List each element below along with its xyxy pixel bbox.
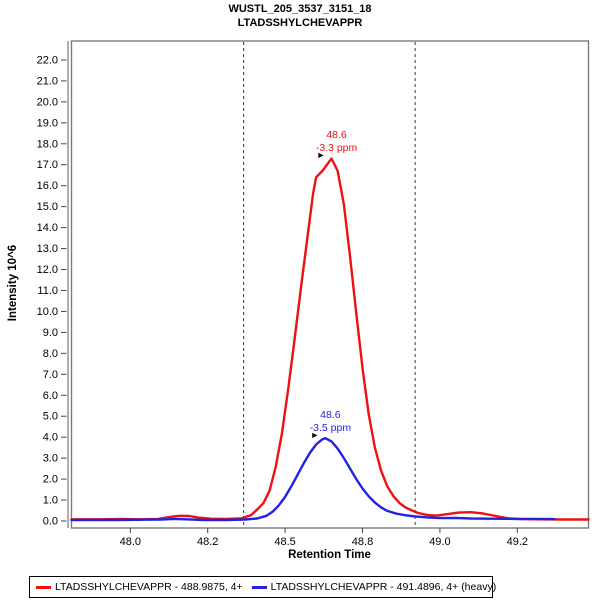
chart-title: WUSTL_205_3537_3151_18 <box>228 3 372 15</box>
y-tick-label: 20.0 <box>37 96 58 108</box>
legend-item-heavy: LTADSSHYLCHEVAPPR - 491.4896, 4+ (heavy) <box>251 581 497 593</box>
y-tick-label: 18.0 <box>37 138 58 150</box>
y-tick-label: 9.0 <box>43 327 58 339</box>
y-tick-label: 16.0 <box>37 180 58 192</box>
peak-arrow-icon: ► <box>316 150 326 161</box>
x-tick-label: 49.0 <box>429 536 450 548</box>
y-tick-label: 2.0 <box>43 474 58 486</box>
y-tick-label: 21.0 <box>37 75 58 87</box>
y-tick-label: 4.0 <box>43 432 58 444</box>
x-tick-label: 49.2 <box>507 536 528 548</box>
y-tick-label: 6.0 <box>43 390 58 402</box>
peak-rt-label: 48.6 <box>320 409 341 422</box>
x-tick-label: 48.5 <box>274 536 295 548</box>
peak-arrow-icon: ► <box>310 430 320 441</box>
series-line-light[interactable] <box>70 157 590 521</box>
peak-annotation-heavy: 48.6 -3.5 ppm <box>310 409 351 435</box>
y-tick-label: 10.0 <box>37 306 58 318</box>
peak-ppm-label: -3.5 ppm <box>309 422 352 435</box>
y-tick-label: 11.0 <box>37 285 58 297</box>
y-tick-label: 3.0 <box>43 453 58 465</box>
y-tick-label: 17.0 <box>37 159 58 171</box>
y-tick-label: 12.0 <box>37 264 58 276</box>
y-tick-label: 13.0 <box>37 243 58 255</box>
y-tick-label: 8.0 <box>43 348 58 360</box>
y-tick-label: 22.0 <box>37 54 58 66</box>
y-tick-label: 14.0 <box>37 222 58 234</box>
legend-swatch-red <box>36 585 51 589</box>
legend-label: LTADSSHYLCHEVAPPR - 488.9875, 4+ <box>55 581 243 593</box>
legend-item-light: LTADSSHYLCHEVAPPR - 488.9875, 4+ <box>36 581 243 593</box>
y-tick-label: 19.0 <box>37 117 58 129</box>
x-tick-label: 48.8 <box>352 536 373 548</box>
legend-swatch-blue <box>251 585 267 589</box>
y-tick-label: 0.0 <box>43 516 58 528</box>
y-tick-label: 7.0 <box>43 369 58 381</box>
x-tick-label: 48.0 <box>120 536 141 548</box>
y-tick-label: 15.0 <box>37 201 58 213</box>
x-tick-label: 48.2 <box>197 536 218 548</box>
peak-rt-label: 48.6 <box>326 129 347 142</box>
legend-label: LTADSSHYLCHEVAPPR - 491.4896, 4+ (heavy) <box>270 581 497 593</box>
x-axis-label: Retention Time <box>288 549 371 561</box>
chart-subtitle: LTADSSHYLCHEVAPPR <box>237 17 363 29</box>
peak-ppm-label: -3.3 ppm <box>315 142 358 155</box>
y-tick-label: 1.0 <box>43 495 58 507</box>
y-tick-label: 5.0 <box>43 411 58 423</box>
peak-annotation-light: 48.6 -3.3 ppm <box>316 129 357 155</box>
plot-frame <box>70 40 590 529</box>
series-line-heavy[interactable] <box>70 437 556 522</box>
legend: LTADSSHYLCHEVAPPR - 488.9875, 4+ LTADSSH… <box>29 576 496 598</box>
